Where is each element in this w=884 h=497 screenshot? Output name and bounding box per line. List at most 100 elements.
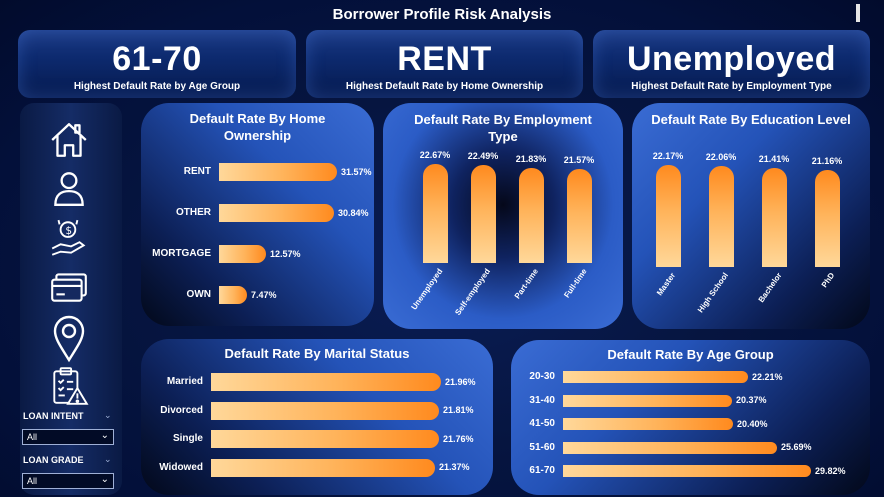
bar (211, 430, 439, 448)
dropdown-value: All (27, 476, 38, 486)
bar-category-label: Master (655, 271, 678, 298)
bar-category-label: Part-time (512, 267, 541, 301)
slicer-label-loan-intent: LOAN INTENT (23, 411, 84, 421)
chevron-down-icon: ⌄ (100, 474, 109, 485)
loan-grade-dropdown[interactable]: All ⌄ (22, 473, 114, 489)
bar-category-label: 51-60 (529, 441, 555, 453)
bar-category-label: Single (172, 433, 203, 444)
bar-category-label: 31-40 (529, 394, 555, 406)
slicer-label-loan-grade: LOAN GRADE (23, 455, 84, 465)
bar (815, 170, 840, 267)
bar-value-label: 22.49% (467, 151, 499, 161)
kpi-label: Highest Default Rate by Age Group (73, 81, 241, 92)
bar-category-label: PhD (819, 271, 837, 290)
bar-category-label: High School (695, 271, 731, 315)
chart-home-ownership: Default Rate By Home Ownership RENT 31.57… (141, 103, 374, 326)
bar-value-label: 20.40% (737, 418, 768, 429)
bar-value-label: 12.57% (270, 248, 301, 259)
home-icon[interactable] (48, 119, 90, 161)
kpi-value: Unemployed (626, 40, 837, 78)
bar-category-label: OWN (186, 289, 211, 300)
bar (219, 286, 247, 304)
bar-value-label: 21.16% (811, 156, 843, 166)
chart-title: Default Rate By Marital Status (224, 346, 410, 361)
chevron-down-icon[interactable]: ⌄ (104, 410, 112, 420)
bar (519, 168, 544, 263)
chart-title: Default Rate By Education Level (651, 112, 851, 127)
scroll-handle[interactable] (856, 4, 860, 22)
chart-employment-type: Default Rate By Employment Type 22.67% Un… (383, 103, 623, 329)
bar (563, 441, 777, 454)
bar (656, 165, 681, 267)
chart-marital-status: Default Rate By Marital Status Married 21… (141, 339, 493, 495)
bar-category-label: Unemployed (409, 267, 445, 312)
bar-category-label: Full-time (562, 267, 589, 300)
location-pin-icon[interactable] (48, 315, 90, 363)
kpi-card-employment-type: Unemployed Highest Default Rate by Emplo… (593, 30, 870, 98)
chart-title: Default Rate By Home Ownership (189, 111, 326, 143)
bar-value-label: 21.96% (445, 376, 476, 387)
bar-category-label: RENT (183, 166, 211, 177)
kpi-value: 61-70 (112, 40, 202, 78)
bar (211, 458, 435, 477)
bar-value-label: 22.21% (752, 371, 783, 382)
chart-education-level: Default Rate By Education Level 22.17% Ma… (632, 103, 870, 329)
bar-value-label: 21.83% (515, 154, 547, 164)
bar-category-label: 41-50 (529, 418, 555, 429)
bar-category-label: MORTGAGE (152, 248, 211, 259)
bar-value-label: 22.06% (705, 152, 737, 162)
bar-value-label: 30.84% (338, 207, 369, 218)
bar-category-label: 20-30 (529, 371, 555, 382)
bar-value-label: 22.67% (419, 150, 451, 160)
bar (211, 373, 441, 391)
sidebar: $ LOAN INTENT ⌄ All ⌄ LOAN GRADE ⌄ All ⌄ (20, 103, 122, 495)
bar-value-label: 22.17% (652, 151, 684, 161)
bar (211, 401, 439, 420)
loan-intent-dropdown[interactable]: All ⌄ (22, 429, 114, 445)
chart-title: Default Rate By Age Group (607, 347, 774, 362)
bar-category-label: Bachelor (756, 271, 784, 305)
bar (709, 166, 734, 267)
bar-category-label: Self-employed (453, 267, 493, 317)
svg-text:$: $ (65, 225, 72, 237)
bar (563, 465, 811, 477)
bar (423, 164, 448, 263)
bar (219, 163, 337, 181)
kpi-label: Highest Default Rate by Employment Type (631, 81, 832, 92)
bar-value-label: 25.69% (781, 442, 812, 452)
bar-value-label: 21.41% (758, 154, 790, 164)
kpi-label: Highest Default Rate by Home Ownership (345, 81, 544, 92)
bar-category-label: OTHER (176, 207, 211, 218)
bar (762, 168, 787, 267)
credit-card-icon[interactable] (48, 266, 90, 308)
bar-category-label: 61-70 (529, 465, 555, 476)
bar (563, 394, 732, 407)
bar-value-label: 20.37% (736, 395, 767, 405)
bar-category-label: Divorced (160, 404, 203, 416)
chevron-down-icon[interactable]: ⌄ (104, 454, 112, 464)
bar-value-label: 31.57% (341, 166, 372, 177)
money-hand-icon[interactable]: $ (48, 217, 90, 259)
bar-value-label: 7.47% (251, 289, 277, 300)
chart-age-group: Default Rate By Age Group 20-30 22.21% 31-… (511, 340, 870, 495)
bar-category-label: Married (166, 376, 203, 387)
risk-clipboard-icon[interactable] (48, 365, 90, 407)
page-title: Borrower Profile Risk Analysis (332, 6, 552, 23)
user-icon[interactable] (48, 167, 90, 209)
bar-value-label: 21.81% (443, 405, 474, 415)
bar (219, 245, 266, 263)
chevron-down-icon: ⌄ (100, 430, 109, 441)
bar (219, 204, 334, 222)
bar (563, 371, 748, 383)
bar (471, 165, 496, 263)
bar-category-label: Widowed (159, 461, 203, 473)
bar (567, 169, 592, 263)
chart-title: Default Rate By Employment Type (414, 112, 592, 144)
bar-value-label: 21.37% (439, 462, 470, 472)
dropdown-value: All (27, 432, 38, 442)
bar-value-label: 21.76% (443, 433, 474, 444)
kpi-card-age-group: 61-70 Highest Default Rate by Age Group (18, 30, 296, 98)
kpi-card-home-ownership: RENT Highest Default Rate by Home Owners… (306, 30, 583, 98)
bar (563, 418, 733, 430)
bar-value-label: 29.82% (815, 465, 846, 476)
